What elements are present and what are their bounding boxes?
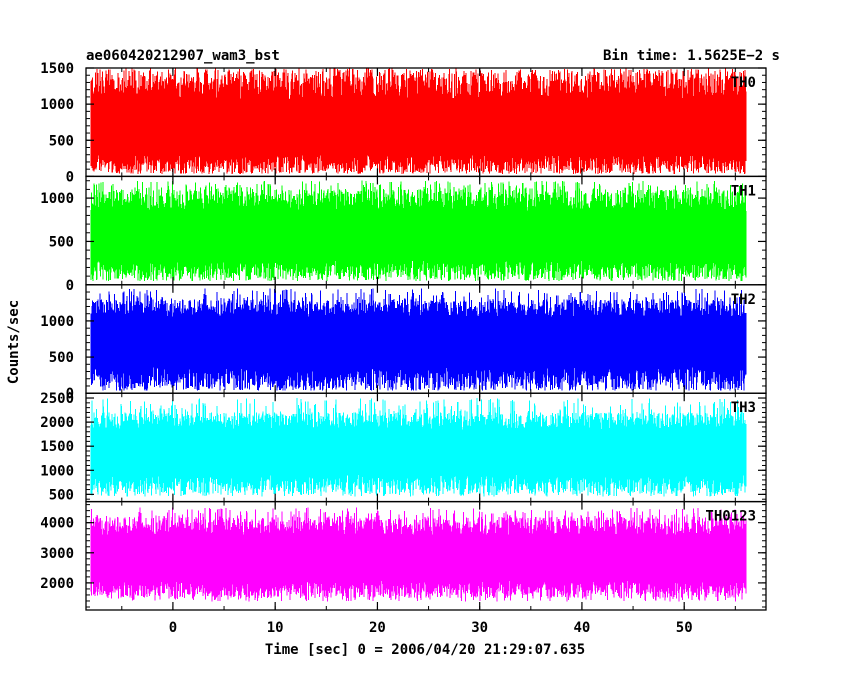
y-tick-label: 1000 — [40, 191, 74, 207]
y-tick-label: 2500 — [40, 391, 74, 407]
y-tick-label: 1000 — [40, 314, 74, 330]
series-core-th0123 — [91, 537, 746, 579]
chart-title-left: ae060420212907_wam3_bst — [86, 48, 280, 64]
x-tick-label: 40 — [574, 620, 591, 636]
y-tick-label: 2000 — [40, 576, 74, 592]
panel-th0: 0 500 1000 1500 TH0 — [40, 61, 767, 185]
x-tick-label: 10 — [267, 620, 284, 636]
panel-th1: 0 500 1000 TH1 — [40, 175, 767, 294]
y-axis-label: Counts/sec — [6, 300, 22, 384]
x-axis: 0 10 20 30 40 50 — [169, 620, 693, 636]
panel-label-th1: TH1 — [731, 183, 756, 199]
y-tick-label: 1500 — [40, 439, 74, 455]
series-core-th2 — [91, 319, 746, 365]
y-tick-label: 500 — [49, 350, 74, 366]
y-tick-label: 0 — [66, 386, 74, 402]
panel-label-th0: TH0 — [731, 75, 756, 91]
x-axis-label: Time [sec] 0 = 2006/04/20 21:29:07.635 — [265, 642, 585, 658]
y-tick-label: 3000 — [40, 546, 74, 562]
y-tick-label: 1000 — [40, 463, 74, 479]
panel-th2: 0 500 1000 TH2 — [40, 284, 767, 402]
series-core-th1 — [91, 213, 746, 259]
y-tick-label: 500 — [49, 133, 74, 149]
panel-label-th0123: TH0123 — [705, 509, 756, 525]
panel-label-th3: TH3 — [731, 400, 756, 416]
y-tick-label: 500 — [49, 234, 74, 250]
x-tick-label: 30 — [471, 620, 488, 636]
y-tick-label: 500 — [49, 487, 74, 503]
x-tick-label: 50 — [676, 620, 693, 636]
y-tick-label: 1500 — [40, 61, 74, 77]
y-tick-label: 2000 — [40, 415, 74, 431]
panel-th3: 500 1000 1500 2000 2500 TH3 — [40, 391, 767, 503]
x-tick-label: 0 — [169, 620, 177, 636]
x-tick-label: 20 — [369, 620, 386, 636]
panels-group: 0 500 1000 1500 TH0 0 500 1000 TH1 0 500 1000 TH2 500… — [40, 61, 767, 611]
panel-frame — [85, 500, 767, 611]
bin-time-label: Bin time: 1.5625E−2 s — [603, 48, 780, 64]
y-tick-label: 0 — [66, 278, 74, 294]
y-tick-label: 1000 — [40, 97, 74, 113]
y-tick-label: 4000 — [40, 516, 74, 532]
y-tick-label: 0 — [66, 169, 74, 185]
panel-label-th2: TH2 — [731, 292, 756, 308]
series-core-th3 — [91, 431, 746, 473]
series-core-th0 — [91, 102, 746, 153]
panel-th0123: 2000 3000 4000 TH0123 — [40, 500, 767, 611]
